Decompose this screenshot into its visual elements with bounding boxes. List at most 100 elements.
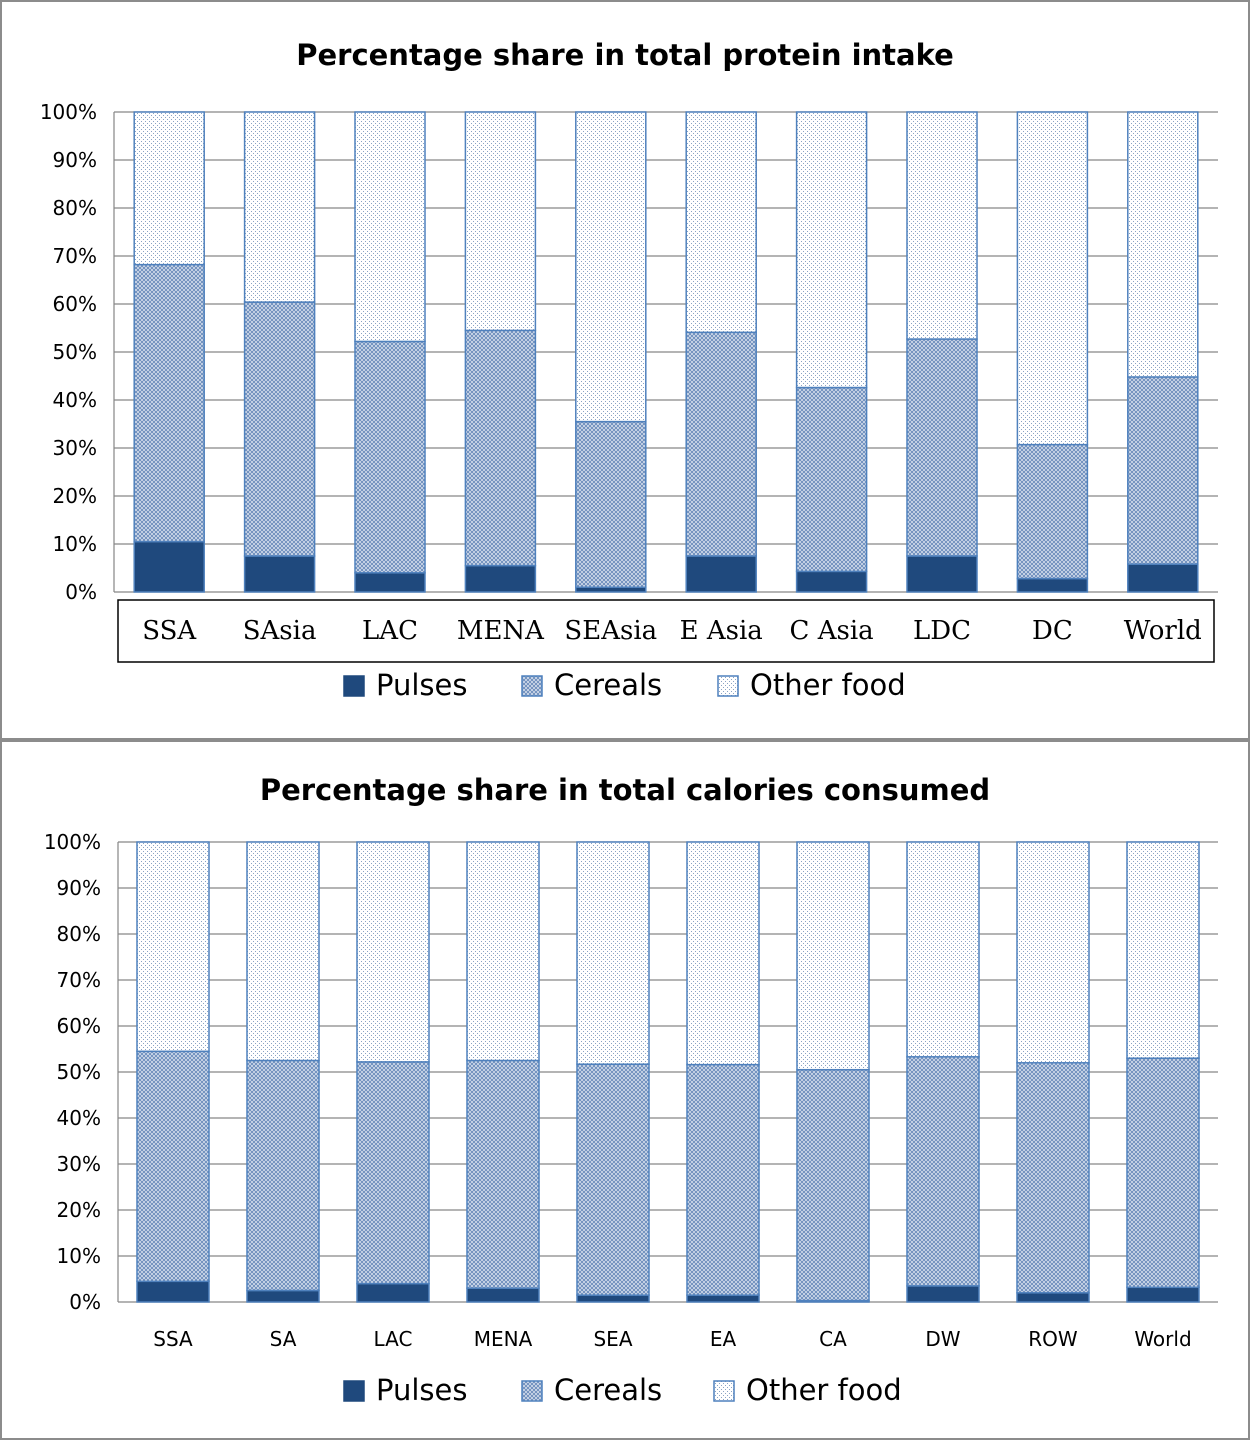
bar-segment-cereals <box>1126 1057 1200 1289</box>
y-tick-label: 10% <box>57 1244 101 1268</box>
y-tick-label: 40% <box>57 1106 101 1130</box>
bar-segment-other-food <box>685 111 757 334</box>
legend-label: Other food <box>750 668 906 702</box>
category-label: SSA <box>153 1327 193 1351</box>
legend-item: Pulses <box>343 1373 467 1407</box>
bar-segment-other-food <box>906 841 980 1058</box>
legend-item: Cereals <box>521 1373 662 1407</box>
category-label-box <box>117 599 1215 663</box>
y-tick-label: 20% <box>57 1198 101 1222</box>
category-label: SEA <box>593 1327 632 1351</box>
bar-segment-pulses <box>354 572 426 593</box>
y-tick-label: 80% <box>53 196 97 220</box>
bar-segment-pulses <box>1126 1286 1200 1303</box>
legend-label: Cereals <box>554 668 662 702</box>
y-tick-label: 100% <box>40 100 97 124</box>
y-tick-label: 90% <box>53 148 97 172</box>
bar-segment-pulses <box>685 555 757 593</box>
bar-segment-cereals <box>133 263 205 543</box>
bar-segment-other-food <box>243 111 316 303</box>
legend-item: Pulses <box>343 668 467 702</box>
category-label: ROW <box>1028 1327 1078 1351</box>
bar-segment-pulses <box>686 1294 760 1303</box>
bar-segment-cereals <box>1016 443 1089 580</box>
category-label: SEAsia <box>564 616 657 646</box>
bar-segment-pulses <box>906 1285 980 1303</box>
y-tick-label: 0% <box>69 1290 101 1314</box>
bar-segment-pulses <box>464 564 537 593</box>
bar-segment-other-food <box>575 111 647 423</box>
bar-segment-cereals <box>686 1063 760 1296</box>
category-label: LAC <box>374 1327 413 1351</box>
bar-segment-pulses <box>1016 577 1089 593</box>
bar-segment-pulses <box>246 1289 320 1303</box>
bar-segment-other-food <box>466 841 540 1062</box>
legend-swatch <box>343 675 365 697</box>
category-label: DC <box>1032 616 1073 646</box>
bar-segment-pulses <box>356 1282 430 1303</box>
legend-item: Other food <box>717 668 906 702</box>
legend-swatch <box>717 675 739 697</box>
legend-swatch <box>521 1380 543 1402</box>
bar-segment-pulses <box>795 570 868 593</box>
bar-segment-cereals <box>136 1050 210 1283</box>
category-label: LDC <box>913 616 971 646</box>
bar-segment-other-food <box>356 841 430 1063</box>
bar-segment-cereals <box>1127 376 1199 565</box>
bar-segment-cereals <box>906 1056 980 1287</box>
bar-segment-cereals <box>685 331 757 557</box>
chart-title: Percentage share in total calories consu… <box>260 773 990 807</box>
bar-segment-cereals <box>576 1063 650 1296</box>
category-label: MENA <box>457 616 545 646</box>
bar-segment-cereals <box>464 329 537 567</box>
legend-swatch <box>521 675 543 697</box>
protein-chart-panel: Percentage share in total protein intake… <box>0 0 1250 740</box>
bar-segment-cereals <box>466 1059 540 1289</box>
bar-segment-other-food <box>906 111 978 340</box>
bar-segment-other-food <box>133 111 205 266</box>
category-label: CA <box>819 1327 847 1351</box>
y-tick-label: 70% <box>53 244 97 268</box>
category-label: SA <box>270 1327 297 1351</box>
y-tick-label: 60% <box>53 292 97 316</box>
bar-segment-other-food <box>1016 841 1090 1064</box>
legend-item: Cereals <box>521 668 662 702</box>
bar-segment-other-food <box>354 111 426 343</box>
category-label: World <box>1124 616 1202 646</box>
legend-swatch <box>713 1380 735 1402</box>
bar-segment-other-food <box>1126 841 1200 1059</box>
bar-segment-cereals <box>243 301 316 557</box>
calories-chart: Percentage share in total calories consu… <box>44 773 1218 1407</box>
legend-label: Pulses <box>376 668 467 702</box>
bar-segment-pulses <box>133 540 205 593</box>
bar-segment-pulses <box>466 1287 540 1303</box>
category-label: World <box>1134 1327 1191 1351</box>
y-tick-label: 80% <box>57 922 101 946</box>
bar-segment-other-food <box>246 841 320 1062</box>
category-label: LAC <box>362 616 418 646</box>
chart-title: Percentage share in total protein intake <box>296 38 954 72</box>
calories-chart-panel: Percentage share in total calories consu… <box>0 740 1250 1440</box>
bar-segment-other-food <box>464 111 537 332</box>
y-tick-label: 20% <box>53 484 97 508</box>
bar-segment-pulses <box>243 555 316 593</box>
bar-segment-cereals <box>356 1061 430 1285</box>
legend-label: Other food <box>746 1373 902 1407</box>
y-tick-label: 0% <box>65 580 97 604</box>
bar-segment-pulses <box>136 1280 210 1303</box>
bar-segment-other-food <box>795 111 868 389</box>
legend-label: Cereals <box>554 1373 662 1407</box>
y-tick-label: 60% <box>57 1014 101 1038</box>
bar-segment-pulses <box>1127 563 1199 593</box>
bar-segment-cereals <box>246 1059 320 1292</box>
bar-segment-cereals <box>575 420 647 588</box>
y-tick-label: 100% <box>44 830 101 854</box>
protein-chart: Percentage share in total protein intake… <box>40 38 1218 702</box>
bar-segment-pulses <box>1016 1292 1090 1303</box>
category-label: EA <box>710 1327 737 1351</box>
y-tick-label: 10% <box>53 532 97 556</box>
category-label: MENA <box>474 1327 533 1351</box>
legend-item: Other food <box>713 1373 902 1407</box>
bar-segment-cereals <box>906 338 978 557</box>
legend-swatch <box>343 1380 365 1402</box>
